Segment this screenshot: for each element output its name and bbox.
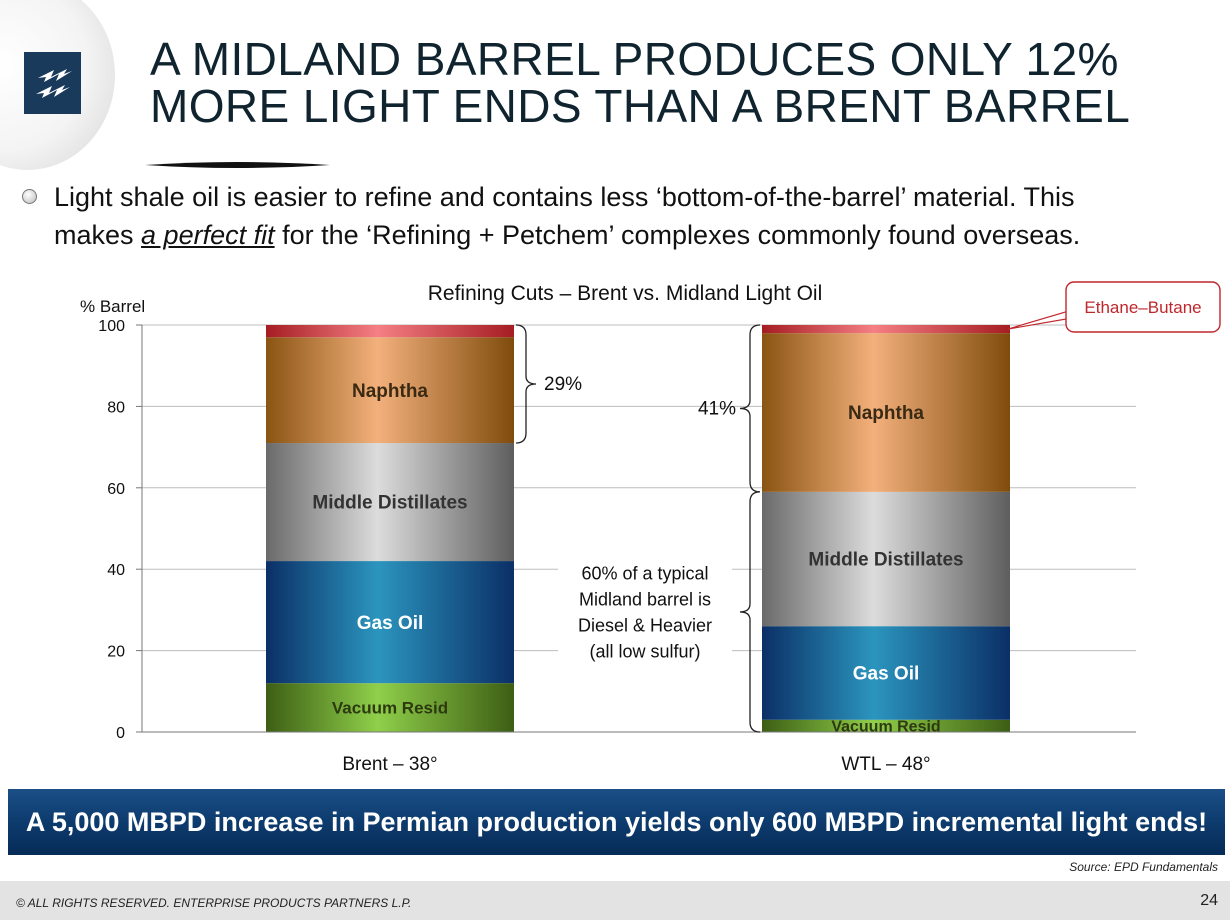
bar-naphtha-1 bbox=[266, 337, 514, 444]
bullet-line-2-pre: makes bbox=[54, 220, 142, 250]
annotation-heavier-bg bbox=[558, 553, 732, 668]
y-tick-label: 100 bbox=[98, 318, 125, 335]
segment-label: Vacuum Resid bbox=[831, 718, 940, 735]
y-tick-label: 60 bbox=[107, 481, 125, 498]
segment-label: Gas Oil bbox=[357, 613, 424, 634]
y-axis-label: % Barrel bbox=[80, 297, 145, 316]
segment-label: Middle Distillates bbox=[808, 550, 963, 571]
annotation-heavier-line: Midland barrel is bbox=[579, 589, 711, 609]
bullet-emphasis: a perfect fit bbox=[141, 220, 275, 250]
bar-ethane-butane-2 bbox=[762, 325, 1010, 334]
segment-label: Vacuum Resid bbox=[332, 699, 448, 718]
chart-title: Refining Cuts – Brent vs. Midland Light … bbox=[428, 282, 823, 305]
bar-middle-distillates-1 bbox=[266, 443, 514, 562]
bar-naphtha-2 bbox=[762, 333, 1010, 492]
annotation-41-percent: 41% bbox=[698, 398, 736, 419]
source-note: Source: EPD Fundamentals bbox=[1069, 860, 1218, 874]
company-logo bbox=[24, 52, 81, 114]
x-category-label: WTL – 48° bbox=[841, 754, 930, 775]
annotation-heavier-line: (all low sulfur) bbox=[589, 641, 700, 661]
bar-gas-oil-1 bbox=[266, 561, 514, 684]
segment-label: Naphtha bbox=[352, 381, 428, 402]
brace-wtl-light-ends bbox=[739, 324, 761, 493]
ethane-callout-pointer bbox=[1007, 309, 1073, 330]
bullet-icon bbox=[22, 189, 37, 204]
y-tick-label: 40 bbox=[107, 562, 125, 579]
annotation-29-percent: 29% bbox=[544, 374, 582, 395]
enterprise-lightning-icon bbox=[36, 69, 72, 98]
bullet-text: Light shale oil is easier to refine and … bbox=[54, 178, 1214, 254]
y-tick-label: 80 bbox=[107, 399, 125, 416]
banner-text: A 5,000 MBPD increase in Permian product… bbox=[25, 806, 1208, 837]
callout-banner: A 5,000 MBPD increase in Permian product… bbox=[8, 789, 1225, 855]
ethane-callout-box bbox=[1065, 281, 1221, 333]
bar-vacuum-resid-1 bbox=[266, 683, 514, 732]
x-category-label: Brent – 38° bbox=[342, 754, 437, 775]
footer-bar bbox=[0, 881, 1230, 920]
page-title: A MIDLAND BARREL PRODUCES ONLY 12% MORE … bbox=[150, 36, 1210, 130]
bar-vacuum-resid-2 bbox=[762, 719, 1010, 732]
page-number: 24 bbox=[1200, 892, 1218, 909]
ethane-callout-label: Ethane–Butane bbox=[1084, 298, 1201, 317]
segment-label: Gas Oil bbox=[853, 664, 920, 685]
copyright-text: © ALL RIGHTS RESERVED. ENTERPRISE PRODUC… bbox=[16, 896, 412, 910]
refining-cuts-chart: Refining Cuts – Brent vs. Midland Light … bbox=[80, 281, 1221, 775]
bar-ethane-butane-1 bbox=[266, 325, 514, 338]
bullet-line-2-post: for the ‘Refining + Petchem’ complexes c… bbox=[274, 220, 1081, 250]
bar-middle-distillates-2 bbox=[762, 491, 1010, 627]
annotation-heavier-line: Diesel & Heavier bbox=[578, 615, 712, 635]
bullet-line-2: makes a perfect fit for the ‘Refining + … bbox=[54, 216, 1214, 254]
brace-wtl-heavier bbox=[739, 491, 761, 733]
bullet-line-1: Light shale oil is easier to refine and … bbox=[54, 182, 1075, 212]
title-line-1: A MIDLAND BARREL PRODUCES ONLY 12% bbox=[150, 33, 1119, 85]
title-underline bbox=[145, 162, 330, 168]
bar-gas-oil-2 bbox=[762, 626, 1010, 720]
annotation-bg bbox=[542, 368, 610, 399]
y-tick-label: 20 bbox=[107, 644, 125, 661]
y-tick-label: 0 bbox=[116, 725, 125, 742]
brace-brent-light-ends bbox=[515, 324, 537, 444]
annotation-heavier-line: 60% of a typical bbox=[581, 563, 708, 583]
title-line-2: MORE LIGHT ENDS THAN A BRENT BARREL bbox=[150, 80, 1131, 132]
segment-label: Middle Distillates bbox=[312, 493, 467, 514]
segment-label: Naphtha bbox=[848, 403, 924, 424]
